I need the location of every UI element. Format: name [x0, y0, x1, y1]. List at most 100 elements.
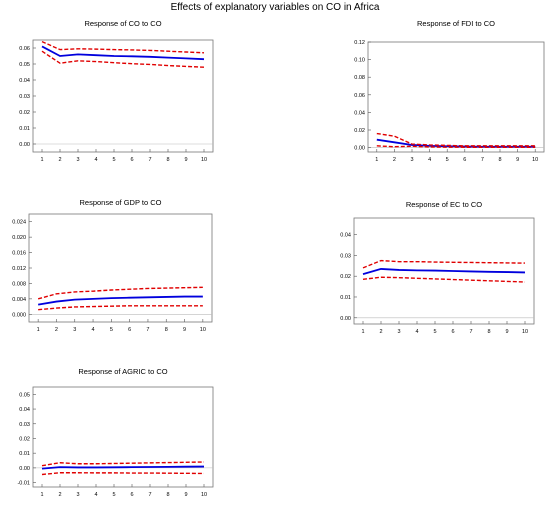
- x-tick-label: 10: [532, 157, 538, 163]
- y-tick-label: 0.00: [19, 142, 30, 148]
- y-tick-label: 0.12: [354, 40, 365, 46]
- figure-title: Effects of explanatory variables on CO i…: [170, 2, 380, 13]
- x-tick-label: 7: [146, 327, 149, 333]
- panel-ec-to-co: Response of EC to CO 0.00 0.01 0.02 0.03 0.04…: [330, 197, 550, 339]
- chart-ec-to-co: Response of EC to CO 0.00 0.01 0.02 0.03 0.04…: [340, 200, 535, 335]
- x-tick-label: 10: [200, 327, 206, 333]
- x-tick-label: 1: [40, 492, 43, 498]
- x-tick-label: 6: [130, 157, 133, 163]
- agric-to-co-lower-line: [41, 472, 205, 476]
- y-tick-label: 0.02: [340, 274, 351, 280]
- x-tick-label: 6: [451, 329, 454, 335]
- x-tick-label: 5: [433, 329, 436, 335]
- agric-to-co-response-line: [41, 465, 205, 470]
- y-tick-label: 0.02: [19, 110, 30, 116]
- y-tick-label: 0.00: [340, 316, 351, 322]
- x-tick-label: 7: [469, 329, 472, 335]
- y-tick-label: 0.08: [354, 75, 365, 81]
- chart-agric-to-co: Response of AGRIC to CO -0.01 0.00 0.01 0.02…: [17, 367, 214, 498]
- panel-fdi-to-co: Response of FDI to CO 0.00 0.02 0.04 0.06 0.0…: [334, 16, 550, 168]
- ec-to-co-upper-line: [362, 259, 526, 269]
- fdi-to-co-upper-line: [376, 132, 536, 147]
- y-tick-label: 0.012: [12, 266, 26, 272]
- x-tick-label: 9: [184, 492, 187, 498]
- x-tick-label: 5: [112, 157, 115, 163]
- ec-to-co-lower-line: [362, 276, 526, 283]
- co-to-co-upper-line: [41, 40, 205, 54]
- panel-title: Response of EC to CO: [406, 200, 482, 209]
- x-tick-label: 10: [522, 329, 528, 335]
- y-tick-label: 0.02: [354, 128, 365, 134]
- co-to-co-lower-line: [41, 50, 205, 68]
- x-tick-label: 2: [55, 327, 58, 333]
- y-tick-label: 0.008: [12, 281, 26, 287]
- y-tick-label: -0.01: [17, 481, 30, 487]
- x-tick-label: 7: [148, 492, 151, 498]
- x-tick-label: 3: [76, 492, 79, 498]
- x-tick-label: 8: [166, 157, 169, 163]
- y-tick-label: 0.02: [19, 436, 30, 442]
- y-tick-label: 0.10: [354, 58, 365, 64]
- x-tick-label: 4: [94, 492, 97, 498]
- y-tick-label: 0.004: [12, 297, 26, 303]
- x-tick-label: 8: [498, 157, 501, 163]
- panel-title: Response of CO to CO: [84, 19, 161, 28]
- y-tick-label: 0.05: [19, 62, 30, 68]
- panel-agric-to-co: Response of AGRIC to CO -0.01 0.00 0.01 0.02…: [2, 364, 222, 504]
- y-tick-label: 0.04: [19, 78, 30, 84]
- x-tick-label: 2: [393, 157, 396, 163]
- x-tick-label: 6: [128, 327, 131, 333]
- y-tick-label: 0.04: [19, 407, 30, 413]
- x-tick-label: 2: [58, 157, 61, 163]
- x-tick-label: 3: [73, 327, 76, 333]
- fdi-to-co-lower-line: [376, 145, 536, 149]
- chart-co-to-co: Response of CO to CO 0.00 0.01 0.02 0.03 0.04…: [19, 19, 214, 163]
- chart-gdp-to-co: Response of GDP to CO 0.000 0.004 0.008 0.01…: [12, 198, 213, 333]
- x-tick-label: 7: [148, 157, 151, 163]
- x-tick-label: 10: [201, 492, 207, 498]
- y-tick-label: 0.06: [354, 93, 365, 99]
- x-tick-label: 9: [184, 157, 187, 163]
- x-tick-label: 2: [58, 492, 61, 498]
- y-tick-label: 0.00: [19, 466, 30, 472]
- panel-co-to-co: Response of CO to CO 0.00 0.01 0.02 0.03 0.04…: [2, 16, 222, 168]
- x-tick-label: 8: [487, 329, 490, 335]
- gdp-to-co-lower-line: [38, 305, 203, 311]
- x-tick-label: 4: [94, 157, 97, 163]
- plot-frame: [367, 41, 545, 153]
- y-tick-label: 0.00: [354, 146, 365, 152]
- y-tick-label: 0.03: [19, 422, 30, 428]
- x-tick-label: 4: [428, 157, 431, 163]
- y-tick-label: 0.020: [12, 235, 26, 241]
- y-tick-label: 0.000: [12, 312, 26, 318]
- ec-to-co-response-line: [362, 268, 526, 275]
- x-tick-label: 6: [463, 157, 466, 163]
- x-tick-label: 9: [505, 329, 508, 335]
- x-tick-label: 10: [201, 157, 207, 163]
- y-tick-label: 0.04: [340, 233, 351, 239]
- x-tick-label: 4: [415, 329, 418, 335]
- x-tick-label: 5: [446, 157, 449, 163]
- x-tick-label: 9: [516, 157, 519, 163]
- x-tick-label: 3: [397, 329, 400, 335]
- y-tick-label: 0.016: [12, 251, 26, 257]
- plot-frame: [32, 386, 214, 488]
- y-tick-label: 0.03: [19, 94, 30, 100]
- x-tick-label: 3: [76, 157, 79, 163]
- x-tick-label: 8: [166, 492, 169, 498]
- x-tick-label: 7: [481, 157, 484, 163]
- panel-title: Response of AGRIC to CO: [78, 367, 167, 376]
- x-tick-label: 5: [112, 492, 115, 498]
- panel-gdp-to-co: Response of GDP to CO 0.000 0.004 0.008 0.01…: [2, 196, 222, 336]
- plot-frame: [353, 217, 535, 325]
- panel-title: Response of FDI to CO: [417, 19, 495, 28]
- chart-fdi-to-co: Response of FDI to CO 0.00 0.02 0.04 0.06 0.0…: [354, 19, 545, 163]
- y-tick-label: 0.01: [340, 295, 351, 301]
- x-tick-label: 4: [92, 327, 95, 333]
- x-tick-label: 5: [110, 327, 113, 333]
- gdp-to-co-response-line: [38, 295, 203, 306]
- y-tick-label: 0.03: [340, 253, 351, 259]
- x-tick-label: 8: [165, 327, 168, 333]
- y-tick-label: 0.01: [19, 451, 30, 457]
- x-tick-label: 6: [130, 492, 133, 498]
